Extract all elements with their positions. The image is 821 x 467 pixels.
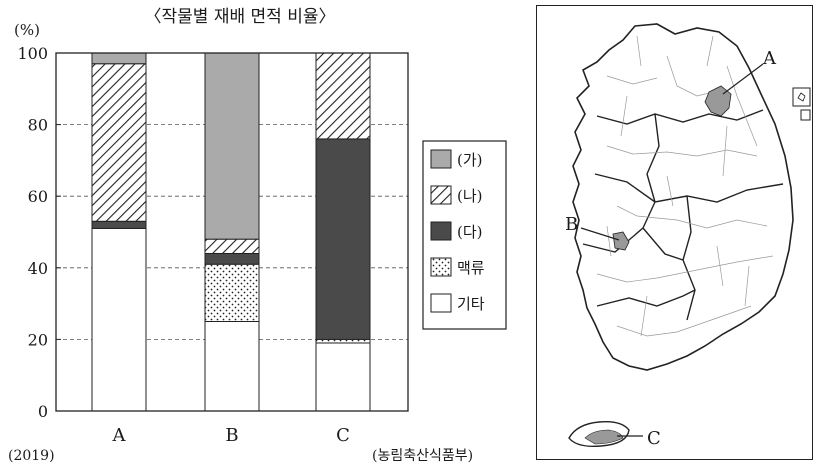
legend-label: (가) xyxy=(457,151,483,169)
legend-frame xyxy=(422,140,507,330)
bar-segment xyxy=(91,52,147,65)
leader-line-a xyxy=(722,63,764,95)
leader-line-b xyxy=(580,227,620,241)
county-boundaries xyxy=(596,35,774,337)
region-c xyxy=(584,429,624,445)
legend-label: (나) xyxy=(457,187,483,205)
province-boundaries xyxy=(582,109,784,321)
map-label-b: B xyxy=(565,214,578,235)
bar-segment xyxy=(204,52,260,240)
bar-segment xyxy=(315,138,371,340)
map-label-a: A xyxy=(762,48,777,69)
region-b xyxy=(612,231,630,251)
bar-segment xyxy=(204,321,260,412)
y-tick-label: 0 xyxy=(38,402,48,421)
bar-segment xyxy=(204,238,260,254)
legend-swatch xyxy=(430,257,452,277)
x-tick-label: C xyxy=(336,425,350,446)
map-label-c: C xyxy=(647,428,661,449)
x-tick-label: A xyxy=(112,425,127,446)
x-tick-label: B xyxy=(225,425,238,446)
dokdo-inset xyxy=(800,109,811,121)
bar-segment xyxy=(91,63,147,222)
bar-segment xyxy=(91,227,147,412)
x-tick-labels: A B C xyxy=(112,425,350,446)
year-note: (2019) xyxy=(8,448,55,464)
bar-segment xyxy=(315,52,371,140)
bar-segment xyxy=(91,220,147,229)
legend-swatch xyxy=(430,149,452,169)
korea-map-panel: A B C xyxy=(536,5,813,460)
legend-label: (다) xyxy=(457,223,483,241)
y-tick-label: 60 xyxy=(28,187,48,206)
y-tick-label: 100 xyxy=(17,44,48,63)
y-tick-label: 40 xyxy=(28,259,48,278)
bar-segment xyxy=(204,252,260,265)
korea-map: A B C xyxy=(565,23,811,449)
chart-title: 〈작물별 재배 면적 비율〉 xyxy=(145,7,336,27)
ulleungdo-island xyxy=(797,92,806,102)
bars xyxy=(91,52,371,412)
plot-frame xyxy=(55,52,409,412)
source-note: (농림축산식품부) xyxy=(372,448,473,464)
y-tick-labels: 0 20 40 60 80 100 xyxy=(17,44,61,421)
legend-label: 기타 xyxy=(457,295,485,313)
legend-swatch xyxy=(430,293,452,313)
legend-label: 맥류 xyxy=(457,259,485,277)
legend-swatch xyxy=(430,185,452,205)
legend-swatch xyxy=(430,221,452,241)
bar-segment xyxy=(204,263,260,322)
y-axis-unit: (%) xyxy=(14,21,40,39)
bar-segment xyxy=(315,342,371,412)
y-tick-label: 20 xyxy=(28,330,48,349)
bar-segment xyxy=(315,338,371,344)
y-tick-label: 80 xyxy=(28,116,48,135)
